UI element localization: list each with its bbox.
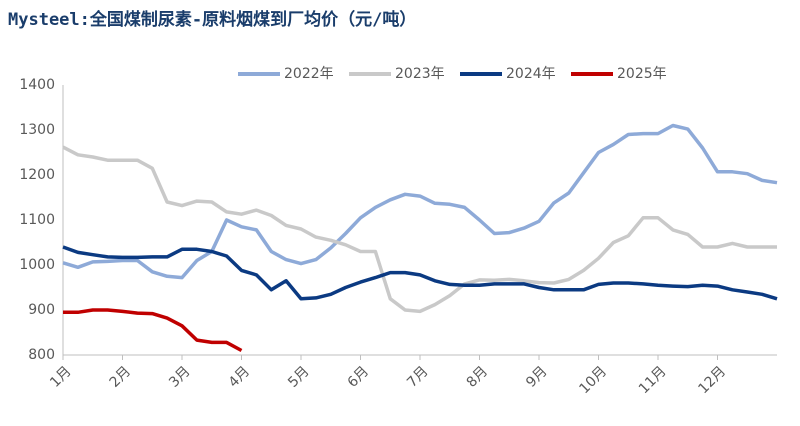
- legend-label: 2023年: [395, 66, 445, 82]
- y-tick-label: 900: [28, 302, 55, 318]
- series-line: [62, 123, 778, 280]
- legend-label: 2025年: [617, 66, 667, 82]
- y-tick-label: 1300: [19, 122, 55, 138]
- series-line: [63, 308, 243, 353]
- x-tick-label: 12月: [695, 363, 729, 397]
- x-tick-label: 2月: [107, 363, 135, 391]
- x-tick-label: 9月: [523, 363, 551, 391]
- series-line: [62, 145, 777, 314]
- y-tick-label: 1400: [19, 77, 55, 93]
- y-tick-label: 800: [28, 347, 55, 363]
- x-tick-label: 7月: [404, 363, 432, 391]
- x-tick-label: 4月: [226, 363, 254, 391]
- x-tick-label: 6月: [345, 363, 373, 391]
- x-tick-label: 5月: [285, 363, 313, 391]
- y-tick-label: 1200: [19, 167, 55, 183]
- x-tick-label: 3月: [166, 363, 194, 391]
- chart-title: Mysteel:全国煤制尿素-原料烟煤到厂均价（元/吨）: [8, 9, 416, 30]
- x-tick-label: 1月: [47, 363, 75, 391]
- x-tick-label: 11月: [636, 363, 670, 397]
- x-tick-label: 8月: [464, 363, 492, 391]
- legend-label: 2024年: [506, 66, 556, 82]
- series-line: [62, 245, 778, 301]
- y-tick-label: 1000: [19, 257, 55, 273]
- x-tick-label: 10月: [576, 363, 610, 397]
- legend-label: 2022年: [284, 66, 334, 82]
- y-tick-label: 1100: [19, 212, 55, 228]
